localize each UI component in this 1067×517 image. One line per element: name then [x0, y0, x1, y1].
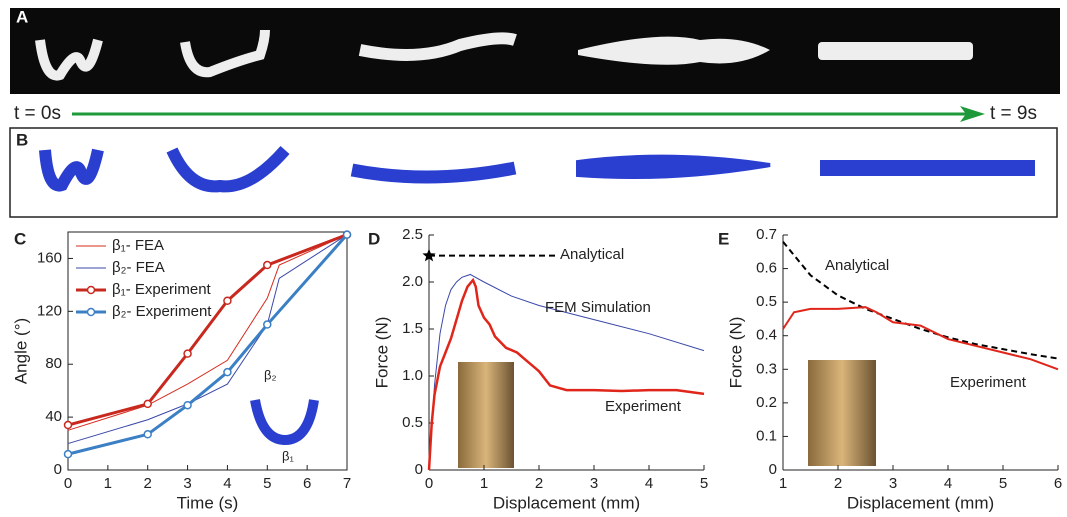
x-tick-label: 5 — [700, 475, 708, 492]
data-point — [264, 262, 271, 269]
legend-label: β₁- FEA — [112, 237, 164, 254]
series-label: Experiment — [950, 374, 1027, 391]
inset-diagram — [255, 400, 314, 440]
inset-photo — [808, 360, 876, 466]
y-axis-label: Force (N) — [726, 317, 745, 389]
y-tick-label: 1.0 — [402, 367, 423, 384]
x-tick-label: 7 — [343, 475, 351, 492]
y-tick-label: 0.5 — [756, 293, 777, 310]
y-tick-label: 0 — [54, 461, 62, 478]
time-end: t = 9s — [990, 103, 1037, 124]
x-tick-label: 3 — [590, 475, 598, 492]
y-axis-label: Angle (°) — [11, 318, 30, 384]
data-point — [65, 422, 72, 429]
y-tick-label: 120 — [37, 302, 62, 319]
y-tick-label: 0.7 — [756, 226, 777, 243]
series-label: Analytical — [825, 257, 889, 274]
y-tick-label: 0.4 — [756, 327, 777, 344]
y-tick-label: 80 — [45, 355, 62, 372]
x-tick-label: 6 — [1054, 475, 1062, 492]
y-tick-label: 160 — [37, 249, 62, 266]
data-point — [144, 400, 151, 407]
data-point — [144, 431, 151, 438]
y-tick-label: 2.5 — [402, 226, 423, 243]
x-tick-label: 5 — [999, 475, 1007, 492]
legend-label: β₂- FEA — [112, 259, 165, 276]
data-point — [264, 321, 271, 328]
x-tick-label: 5 — [263, 475, 271, 492]
x-tick-label: 3 — [183, 475, 191, 492]
y-tick-label: 1.5 — [402, 320, 423, 337]
x-tick-label: 1 — [779, 475, 787, 492]
series-line — [68, 235, 347, 444]
panel-label: E — [718, 229, 729, 248]
x-tick-label: 0 — [64, 475, 72, 492]
series-label: FEM Simulation — [545, 299, 651, 316]
x-axis-label: Time (s) — [177, 493, 239, 512]
data-point — [184, 402, 191, 409]
series-line — [68, 235, 347, 431]
x-tick-label: 1 — [480, 475, 488, 492]
series-line — [783, 307, 1058, 369]
panel-label: A — [16, 7, 28, 26]
series-label: Experiment — [605, 398, 682, 415]
x-tick-label: 4 — [223, 475, 231, 492]
x-tick-label: 3 — [889, 475, 897, 492]
x-axis-label: Displacement (mm) — [847, 493, 994, 512]
annotation: β₂ — [264, 367, 277, 382]
y-tick-label: 40 — [45, 408, 62, 425]
legend-marker — [88, 287, 95, 294]
x-tick-label: 0 — [425, 475, 433, 492]
series-line — [68, 235, 347, 425]
y-tick-label: 0.2 — [756, 394, 777, 411]
inset-photo — [458, 362, 514, 468]
x-tick-label: 4 — [944, 475, 952, 492]
data-point — [344, 231, 351, 238]
y-tick-label: 0.1 — [756, 427, 777, 444]
time-start: t = 0s — [14, 103, 61, 124]
x-tick-label: 2 — [834, 475, 842, 492]
x-tick-label: 6 — [303, 475, 311, 492]
legend-label: β₂- Experiment — [112, 303, 212, 320]
x-axis-label: Displacement (mm) — [493, 493, 640, 512]
y-tick-label: 0.3 — [756, 360, 777, 377]
x-tick-label: 1 — [104, 475, 112, 492]
legend-marker — [88, 309, 95, 316]
y-tick-label: 0 — [769, 461, 777, 478]
data-point — [224, 369, 231, 376]
y-tick-label: 0 — [415, 461, 423, 478]
figure: t = 0s t = 9s A B C D E 0123456704080120… — [0, 0, 1067, 517]
x-tick-label: 2 — [144, 475, 152, 492]
data-point — [65, 451, 72, 458]
x-tick-label: 4 — [645, 475, 653, 492]
panel-label: C — [14, 229, 26, 248]
y-axis-label: Force (N) — [372, 317, 391, 389]
y-tick-label: 0.6 — [756, 260, 777, 277]
annotation: β₁ — [282, 448, 294, 463]
panel-label: B — [16, 130, 28, 149]
series-label: Analytical — [560, 246, 624, 263]
data-point — [224, 297, 231, 304]
data-point — [184, 350, 191, 357]
panel-label: D — [368, 229, 380, 248]
x-tick-label: 2 — [535, 475, 543, 492]
y-tick-label: 0.5 — [402, 414, 423, 431]
legend-label: β₁- Experiment — [112, 281, 212, 298]
y-tick-label: 2.0 — [402, 273, 423, 290]
